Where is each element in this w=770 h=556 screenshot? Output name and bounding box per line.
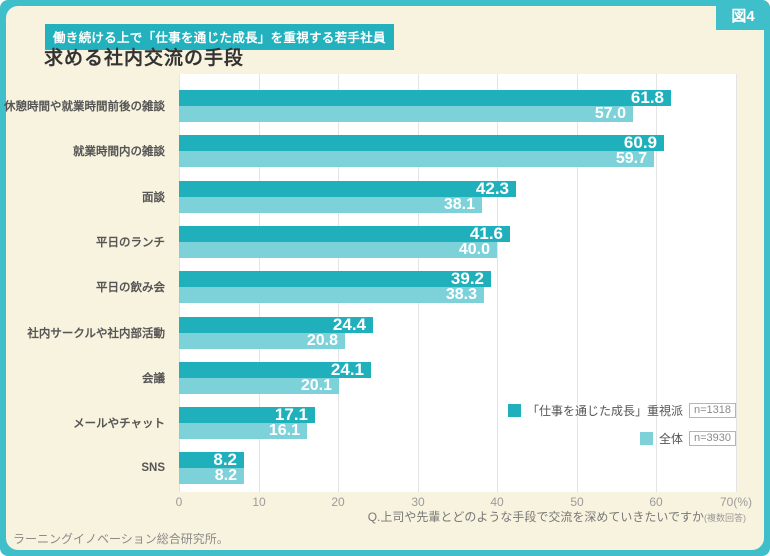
bar-overall: 38.1 xyxy=(179,197,482,213)
bar-overall: 20.1 xyxy=(179,378,339,394)
category-axis: 休憩時間や就業時間前後の雑談就業時間内の雑談面談平日のランチ 平日の飲み会社内サー… xyxy=(0,74,172,492)
value-label: 41.6 xyxy=(469,224,503,243)
value-label: 8.2 xyxy=(213,450,237,469)
bar-focus: 24.1 xyxy=(179,360,371,379)
legend-swatch-dark xyxy=(507,404,521,417)
bar-focus: 8.2 xyxy=(179,450,244,469)
value-label: 16.1 xyxy=(268,422,300,439)
bar-focus: 41.6 xyxy=(179,224,510,243)
value-label: 24.4 xyxy=(332,315,366,334)
value-label: 40.0 xyxy=(458,241,490,258)
value-label: 20.1 xyxy=(300,377,332,394)
value-label: 60.9 xyxy=(623,133,657,152)
category-label: 就業時間内の雑談 xyxy=(73,146,165,158)
figure-number-tab: 図4 xyxy=(716,0,770,30)
gridline xyxy=(736,74,737,492)
value-label: 38.3 xyxy=(445,286,477,303)
bar-focus: 39.2 xyxy=(179,269,491,288)
header-tag: 働き続ける上で「仕事を通じた成長」を重視する若手社員 xyxy=(45,24,394,50)
legend-swatch-light xyxy=(639,432,653,445)
value-label: 24.1 xyxy=(330,360,364,379)
bar-overall: 38.3 xyxy=(179,287,484,303)
category-label: メールやチャット xyxy=(73,418,165,430)
x-tick-label: 60 xyxy=(649,495,663,509)
x-tick-label: 70(%) xyxy=(719,495,753,509)
x-tick-label: 30 xyxy=(411,495,425,509)
category-label: 平日の飲み会 xyxy=(96,282,165,294)
gridline xyxy=(577,74,578,492)
category-label: 面談 xyxy=(142,192,165,204)
sample-size-badge: n=1318 xyxy=(688,403,736,418)
survey-question-note: (複数回答) xyxy=(704,513,746,523)
value-label: 42.3 xyxy=(475,179,509,198)
bar-overall: 57.0 xyxy=(179,106,633,122)
value-label: 59.7 xyxy=(615,150,647,167)
bar-focus: 17.1 xyxy=(179,405,315,424)
category-label: 社内サークルや社内部活動 xyxy=(27,328,165,340)
value-label: 17.1 xyxy=(274,405,308,424)
category-label: SNS xyxy=(141,462,165,474)
bar-focus: 24.4 xyxy=(179,315,373,334)
value-label: 38.1 xyxy=(443,196,475,213)
survey-question: Q.上司や先輩とどのような手段で交流を深めていきたいですか(複数回答) xyxy=(367,510,746,524)
bar-focus: 42.3 xyxy=(179,179,516,198)
legend-label: 全体 xyxy=(658,432,683,446)
x-tick-label: 0 xyxy=(175,495,183,509)
value-label: 61.8 xyxy=(630,88,664,107)
value-label: 57.0 xyxy=(594,105,626,122)
source-credit: ラーニングイノベーション総合研究所。 xyxy=(13,532,229,546)
legend-item-overall: 全体 n=3930 xyxy=(639,430,736,447)
x-tick-label: 50 xyxy=(570,495,584,509)
bar-focus: 60.9 xyxy=(179,133,664,152)
gridline xyxy=(656,74,657,492)
category-label: 会議 xyxy=(142,373,165,385)
bar-overall: 16.1 xyxy=(179,423,307,439)
bar-overall: 20.8 xyxy=(179,333,345,349)
page-title: 求める社内交流の手段 xyxy=(44,48,245,69)
bar-overall: 59.7 xyxy=(179,151,654,167)
legend-label: 「仕事を通じた成長」重視派 xyxy=(526,404,683,418)
bar-chart-plot-area: 61.8 57.0 60.9 59.7 42.3 38.1 41.6 40.0 39.2 38.3… xyxy=(179,74,737,492)
value-label: 20.8 xyxy=(306,332,338,349)
figure-number-label: 図4 xyxy=(731,7,755,25)
x-tick-label: 10 xyxy=(252,495,266,509)
legend-item-focus-group: 「仕事を通じた成長」重視派 n=1318 xyxy=(507,402,736,419)
value-label: 8.2 xyxy=(214,467,237,484)
sample-size-badge: n=3930 xyxy=(688,431,736,446)
category-label: 休憩時間や就業時間前後の雑談 xyxy=(4,101,165,113)
gridline xyxy=(497,74,498,492)
bar-focus: 61.8 xyxy=(179,88,671,107)
category-label: 平日のランチ xyxy=(96,237,165,249)
value-label: 39.2 xyxy=(450,269,484,288)
x-tick-label: 40 xyxy=(490,495,504,509)
bar-overall: 40.0 xyxy=(179,242,497,258)
bar-overall: 8.2 xyxy=(179,468,244,484)
x-tick-label: 20 xyxy=(331,495,345,509)
